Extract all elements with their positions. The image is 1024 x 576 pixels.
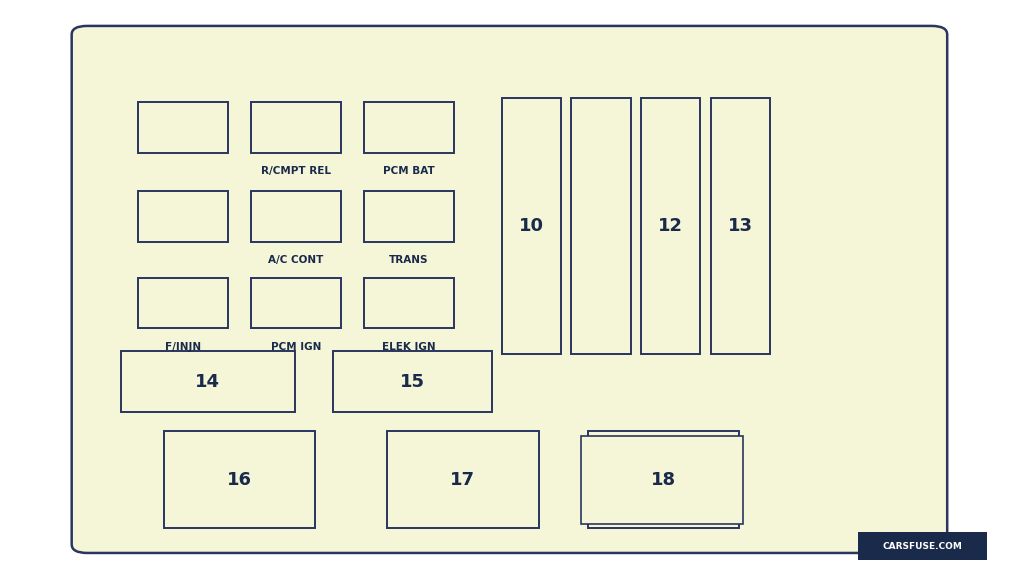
Bar — [164, 431, 315, 528]
Text: 15: 15 — [399, 373, 425, 391]
Text: 10: 10 — [519, 217, 544, 235]
FancyBboxPatch shape — [72, 26, 947, 553]
Bar — [581, 436, 742, 524]
Text: 12: 12 — [658, 217, 683, 235]
Bar — [571, 98, 631, 354]
Bar — [502, 98, 561, 354]
Text: 18: 18 — [651, 471, 676, 489]
Text: TRANS: TRANS — [389, 255, 428, 265]
Bar — [641, 98, 700, 354]
Text: ELEK IGN: ELEK IGN — [382, 342, 435, 351]
Bar — [364, 102, 454, 153]
Text: 16: 16 — [227, 471, 252, 489]
Text: 17: 17 — [451, 471, 475, 489]
Bar — [588, 431, 739, 528]
Bar — [251, 278, 341, 328]
Bar — [251, 102, 341, 153]
Text: CARSFUSE.COM: CARSFUSE.COM — [883, 541, 963, 551]
Text: 13: 13 — [728, 217, 753, 235]
Bar — [121, 351, 295, 412]
Text: A/C CONT: A/C CONT — [268, 255, 324, 265]
Text: F/INJN: F/INJN — [165, 342, 202, 351]
Bar — [138, 102, 228, 153]
Bar — [138, 278, 228, 328]
Bar — [138, 191, 228, 242]
Bar — [364, 278, 454, 328]
Bar — [364, 191, 454, 242]
Text: PCM IGN: PCM IGN — [270, 342, 322, 351]
Text: 14: 14 — [196, 373, 220, 391]
Text: PCM BAT: PCM BAT — [383, 166, 434, 176]
Bar — [251, 191, 341, 242]
Text: R/CMPT REL: R/CMPT REL — [261, 166, 331, 176]
Bar — [858, 532, 987, 560]
Bar — [711, 98, 770, 354]
Bar — [333, 351, 492, 412]
Bar — [387, 431, 539, 528]
